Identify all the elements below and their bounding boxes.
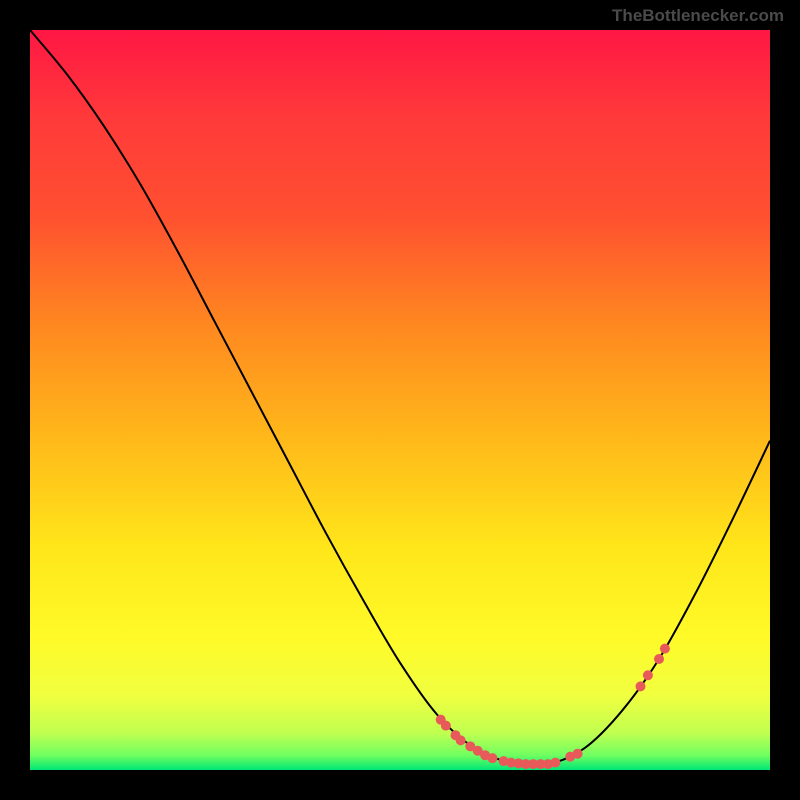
data-marker	[441, 721, 451, 731]
data-marker	[573, 749, 583, 759]
data-marker	[488, 753, 498, 763]
data-marker	[456, 735, 466, 745]
curve-layer	[30, 30, 770, 770]
data-marker	[636, 681, 646, 691]
chart-area	[30, 30, 770, 770]
watermark-text: TheBottlenecker.com	[612, 6, 784, 26]
data-marker	[654, 654, 664, 664]
data-marker	[550, 758, 560, 768]
data-markers	[436, 644, 670, 769]
data-marker	[643, 670, 653, 680]
data-marker	[660, 644, 670, 654]
